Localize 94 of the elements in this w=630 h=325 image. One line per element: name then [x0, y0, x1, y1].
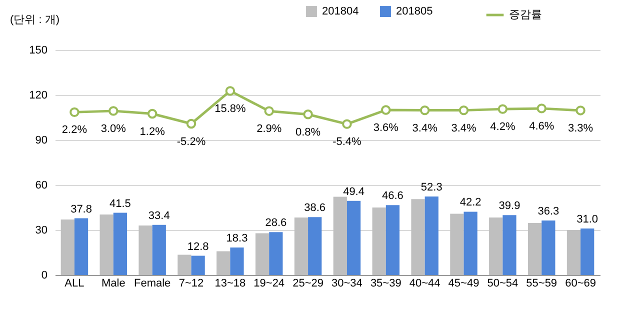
bar	[152, 224, 166, 275]
bar	[113, 212, 128, 275]
x-tick-label: 25~29	[292, 278, 324, 290]
point	[576, 106, 586, 116]
bar	[269, 232, 283, 275]
point	[342, 119, 352, 129]
y-tick-label: 0	[41, 270, 48, 282]
data-label: -5.2%	[176, 136, 206, 148]
point	[264, 106, 274, 116]
y-tick-label: 120	[29, 90, 48, 102]
data-label: 36.3	[538, 206, 560, 218]
point	[536, 104, 546, 114]
data-label: 3.3%	[568, 122, 594, 134]
x-tick-label: 60~69	[565, 278, 596, 290]
data-label: 4.6%	[529, 120, 554, 132]
data-label: 2.9%	[256, 123, 282, 136]
point	[147, 108, 158, 119]
x-tick-label: ALL	[64, 278, 84, 290]
point	[420, 105, 430, 116]
data-label: 38.6	[304, 202, 326, 214]
point	[498, 104, 508, 114]
x-tick-label: 13~18	[214, 278, 246, 290]
y-tick-label: 90	[35, 134, 48, 146]
data-label: 18.3	[226, 232, 248, 245]
bar	[74, 218, 88, 275]
point	[225, 86, 236, 96]
bar	[424, 196, 438, 275]
x-tick-label: 50~54	[487, 278, 518, 290]
bar	[60, 220, 74, 275]
bar	[386, 205, 400, 275]
bar	[191, 256, 205, 275]
bar	[216, 251, 230, 275]
data-label: 28.6	[265, 217, 287, 230]
bar	[450, 214, 464, 275]
legend-label: 201805	[396, 6, 433, 18]
data-label: 3.0%	[100, 122, 126, 135]
data-label: 12.8	[187, 240, 209, 253]
y-tick-label: 30	[35, 224, 48, 236]
x-tick-label: Male	[101, 278, 126, 290]
point	[303, 110, 313, 120]
x-tick-label: 30~34	[332, 278, 362, 290]
bar	[255, 233, 270, 275]
bar	[100, 214, 114, 275]
bar	[333, 196, 347, 275]
x-tick-label: 35~39	[370, 278, 402, 290]
data-label: 49.4	[343, 186, 364, 198]
bar	[178, 254, 192, 275]
y-tick-label: 60	[35, 180, 48, 192]
point	[108, 106, 118, 116]
point	[70, 107, 80, 118]
data-label: 52.3	[420, 182, 442, 194]
bar	[566, 230, 581, 275]
point	[458, 105, 469, 116]
bar	[230, 248, 244, 275]
data-label: -5.4%	[332, 136, 362, 148]
bar	[372, 208, 386, 275]
data-label: 15.8%	[214, 102, 246, 115]
bar	[528, 222, 542, 275]
data-label: 3.4%	[412, 122, 438, 134]
bar	[411, 199, 425, 275]
data-label: 46.6	[382, 190, 404, 202]
data-label: 31.0	[576, 214, 598, 226]
point	[381, 105, 391, 115]
bar	[346, 200, 361, 275]
data-label: 3.4%	[451, 122, 476, 134]
bar	[294, 218, 308, 275]
bar	[464, 212, 478, 275]
legend-label: 증감률	[509, 9, 542, 21]
data-label: 41.5	[109, 198, 131, 210]
data-label: 33.4	[148, 210, 170, 222]
bar	[138, 226, 152, 275]
x-tick-label: Female	[134, 278, 171, 290]
y-tick-label: 150	[29, 44, 48, 56]
point	[186, 118, 196, 129]
x-tick-label: 55~59	[526, 278, 558, 290]
legend-label: 201804	[322, 6, 359, 18]
data-label: 37.8	[70, 203, 92, 216]
data-label: 1.2%	[140, 126, 166, 138]
data-label: 3.6%	[373, 122, 399, 134]
data-label: 2.2%	[62, 124, 88, 136]
bar	[542, 220, 556, 275]
x-tick-label: 7~12	[178, 278, 204, 290]
data-label: 39.9	[498, 200, 520, 212]
x-tick-label: 19~24	[254, 278, 285, 290]
data-label: 0.8%	[295, 126, 321, 138]
data-label: 42.2	[460, 196, 482, 209]
bar	[502, 215, 516, 275]
data-label: 4.2%	[490, 121, 516, 134]
x-tick-label: 45~49	[448, 278, 480, 290]
x-tick-label: 40~44	[409, 278, 440, 290]
bar	[308, 217, 322, 275]
bar	[580, 228, 594, 275]
bar	[489, 218, 503, 275]
text: (단위 : 개)	[10, 14, 60, 26]
